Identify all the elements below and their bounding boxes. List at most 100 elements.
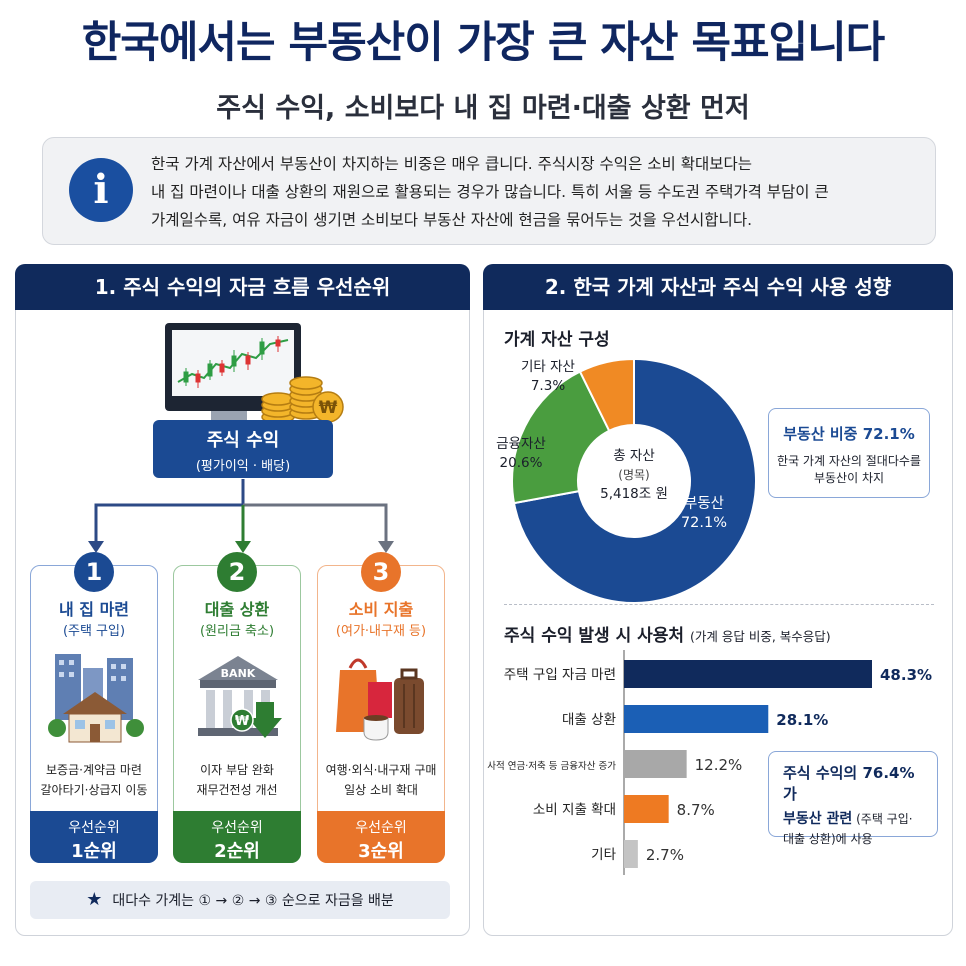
center-line: 5,418조 원 [600, 486, 668, 502]
coins-icon: ₩ [261, 376, 344, 424]
rank-value: 3순위 [358, 841, 404, 862]
priority-card-home: 1 내 집 마련 (주택 구입) 보증금·계약금 마련 갈아타기·상급지 이동 … [30, 552, 158, 863]
center-line: (명목) [618, 468, 650, 482]
callout-text: 부동산 관련 (주택 구입· [783, 811, 913, 827]
callout-title: 주식 수익의 76.4%가 [783, 764, 915, 803]
slice-label-financial: 금융자산 20.6% [486, 435, 556, 473]
slice-category: 부동산 [683, 496, 725, 512]
assets-panel-heading: 2. 한국 가계 자산과 주식 수익 사용 성향 [483, 264, 953, 310]
section-divider [504, 604, 934, 605]
donut-slice [578, 357, 635, 433]
priority-rank: 우선순위 2순위 [173, 811, 301, 863]
slice-label-realestate: 부동산 72.1% [664, 495, 744, 533]
callout-text: 대출 상환)에 사용 [783, 832, 873, 846]
bar-category-label: 사적 연금·저축 등 금융자산 증가 [487, 760, 616, 772]
flow-arrows [88, 479, 394, 553]
card-desc: 이자 부담 완화 [200, 763, 274, 777]
flow-panel-heading: 1. 주식 수익의 자금 흐름 우선순위 [15, 264, 470, 310]
svg-text:₩: ₩ [235, 714, 250, 729]
donut-slice [512, 357, 757, 604]
stock-profit-sub: (평가이익 · 배당) [195, 459, 291, 474]
card-desc: 보증금·계약금 마련 [46, 763, 142, 777]
bar-value-label: 28.1% [776, 711, 828, 729]
stock-profit-label: 주식 수익 [206, 430, 280, 451]
info-line: 한국 가계 자산에서 부동산이 차지하는 비중은 매우 큽니다. 주식시장 수익… [151, 155, 753, 173]
callout-text: 부동산이 차지 [813, 471, 885, 485]
priority-number: 1 [74, 552, 114, 592]
callout-text: 한국 가계 자산의 절대다수를 [777, 454, 921, 468]
page-subtitle: 주식 수익, 소비보다 내 집 마련·대출 상환 먼저 [216, 93, 750, 124]
monitor-stand [211, 411, 247, 421]
slice-category: 금융자산 [496, 436, 546, 452]
house-icon [48, 654, 144, 743]
asset-donut-chart [511, 357, 757, 604]
priority-footnote: ★ 대다수 가계는 ① → ② → ③ 순으로 자금을 배분 [30, 881, 450, 919]
assets-panel: 2. 한국 가계 자산과 주식 수익 사용 성향 가계 자산 구성 기타 자산 … [483, 264, 953, 936]
bar-value-label: 2.7% [646, 846, 684, 864]
card-subtitle: (주택 구입) [62, 624, 126, 639]
card-desc: 갈아타기·상급지 이동 [40, 783, 148, 797]
priority-rank: 우선순위 3순위 [317, 811, 445, 863]
bar-category-label: 소비 지출 확대 [533, 802, 616, 818]
bar-category-label: 주택 구입 자금 마련 [504, 667, 616, 683]
stock-monitor-icon [165, 323, 301, 411]
rank-value: 1순위 [71, 841, 117, 862]
bar-chart-note: (가계 응답 비중, 복수응답) [690, 629, 831, 644]
priority-card-loan: 2 대출 상환 (원리금 축소) BANK ₩ 이자 부담 완화 재무건전성 개… [173, 552, 301, 863]
bar [624, 750, 687, 778]
slice-value: 72.1% [680, 515, 728, 531]
card-desc: 일상 소비 확대 [344, 783, 418, 797]
bar-chart-title: 주식 수익 발생 시 사용처 (가계 응답 비중, 복수응답) [504, 626, 831, 646]
bar [624, 840, 638, 868]
donut-hole [579, 426, 689, 536]
donut-center-label: 총 자산 (명목) 5,418조 원 [589, 447, 679, 504]
bank-icon: BANK ₩ [198, 656, 282, 738]
bar-value-label: 8.7% [677, 801, 715, 819]
shopping-icon [336, 658, 424, 741]
bar-category-label: 기타 [591, 847, 616, 863]
rank-label: 우선순위 [68, 820, 120, 836]
bar [624, 660, 872, 688]
rank-label: 우선순위 [211, 820, 263, 836]
card-desc: 재무건전성 개선 [196, 783, 278, 797]
card-title: 대출 상환 [204, 600, 270, 619]
info-icon: i [69, 158, 133, 222]
priority-number: 3 [361, 552, 401, 592]
slice-label-other: 기타 자산 7.3% [508, 358, 588, 396]
donut-slice [511, 370, 611, 505]
usage-callout: 주식 수익의 76.4%가 부동산 관련 (주택 구입· 대출 상환)에 사용 [768, 751, 938, 846]
bar [624, 705, 769, 733]
page-title: 한국에서는 부동산이 가장 큰 자산 목표입니다 [81, 18, 886, 68]
info-box: i 한국 가계 자산에서 부동산이 차지하는 비중은 매우 큽니다. 주식시장 … [42, 137, 936, 245]
realestate-callout: 부동산 비중 72.1% 한국 가계 자산의 절대다수를 부동산이 차지 [768, 408, 930, 498]
bar [624, 795, 669, 823]
svg-text:₩: ₩ [319, 398, 338, 418]
center-line: 총 자산 [613, 448, 655, 464]
donut-title: 가계 자산 구성 [504, 330, 610, 350]
rank-label: 우선순위 [355, 820, 407, 836]
bar-category-label: 대출 상환 [562, 712, 616, 728]
star-icon: ★ [86, 889, 103, 910]
bar-value-label: 12.2% [695, 756, 743, 774]
svg-text:BANK: BANK [221, 667, 256, 680]
stock-profit-box: 주식 수익 (평가이익 · 배당) [153, 420, 333, 478]
info-line: 가계일수록, 여유 자금이 생기면 소비보다 부동산 자산에 현금을 묶어두는 … [151, 211, 753, 229]
usage-bar-chart: 주택 구입 자금 마련 48.3% 대출 상환 28.1% 사적 연금·저축 등 금융자… [487, 650, 932, 875]
slice-value: 20.6% [499, 455, 543, 471]
slice-category: 기타 자산 [521, 359, 575, 375]
priority-number: 2 [217, 552, 257, 592]
card-title: 내 집 마련 [58, 600, 130, 619]
rank-value: 2순위 [214, 841, 260, 862]
callout-title: 부동산 비중 72.1% [783, 425, 915, 443]
slice-value: 7.3% [530, 378, 566, 394]
card-desc: 여행·외식·내구재 구매 [325, 763, 437, 777]
info-text: 한국 가계 자산에서 부동산이 차지하는 비중은 매우 큽니다. 주식시장 수익… [151, 150, 923, 234]
card-subtitle: (여가·내구재 등) [335, 624, 427, 639]
card-subtitle: (원리금 축소) [199, 624, 275, 639]
priority-card-spending: 3 소비 지출 (여가·내구재 등) 여행·외식·내구재 구매 일상 소비 확대… [317, 552, 445, 863]
info-line: 내 집 마련이나 대출 상환의 재원으로 활용되는 경우가 많습니다. 특히 서… [151, 183, 829, 201]
card-title: 소비 지출 [348, 600, 414, 619]
footnote-text: 대다수 가계는 ① → ② → ③ 순으로 자금을 배분 [112, 893, 394, 909]
bar-value-label: 48.3% [880, 666, 932, 684]
flow-panel: 1. 주식 수익의 자금 흐름 우선순위 [15, 264, 470, 936]
